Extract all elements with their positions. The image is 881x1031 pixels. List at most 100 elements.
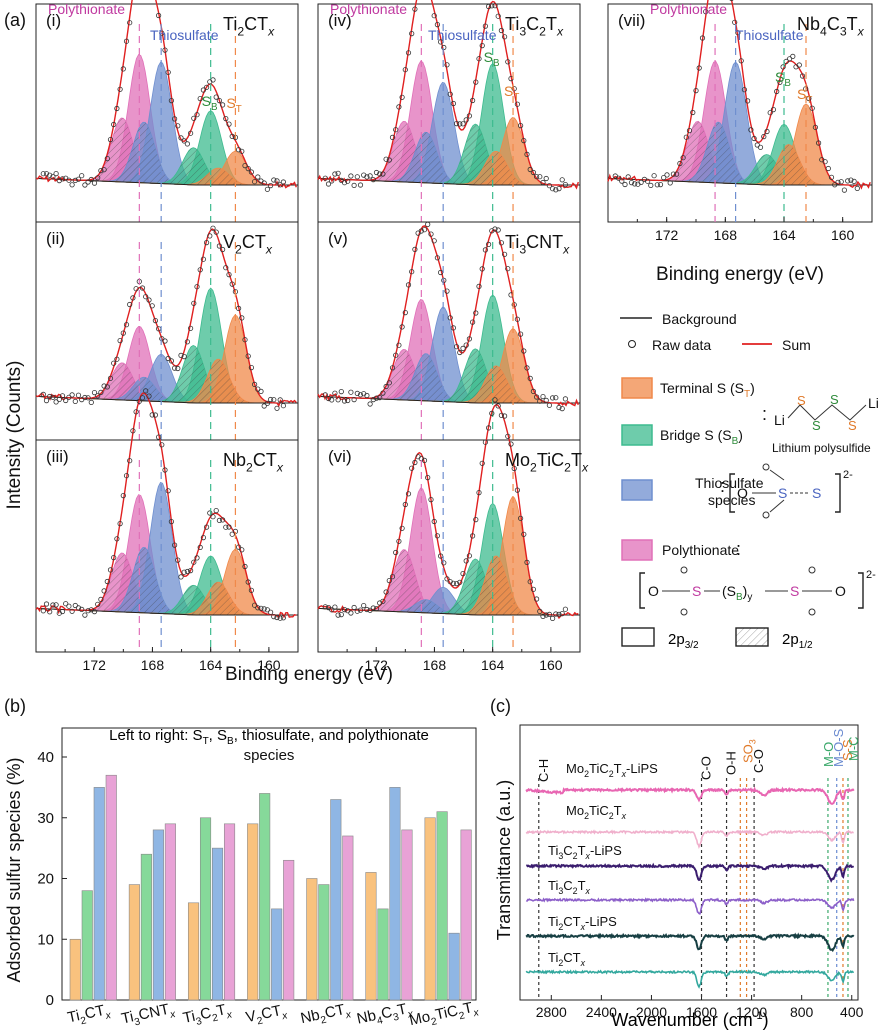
- xps-raw-point: [421, 227, 428, 233]
- xps-raw-point: [495, 227, 501, 233]
- poly-o-bottom: [680, 608, 688, 616]
- formula-subscript-x: x: [104, 1010, 113, 1022]
- xps-raw-point: [533, 596, 540, 602]
- xps-raw-point: [527, 579, 533, 585]
- xps-raw-point: [418, 228, 424, 234]
- xps-raw-point: [524, 151, 530, 157]
- xps-raw-point: [258, 605, 264, 611]
- xps-raw-point: [469, 97, 476, 104]
- xps-raw-point: [648, 182, 654, 188]
- legend-raw-label: Raw data: [652, 337, 711, 353]
- xps-raw-point: [239, 315, 245, 321]
- xps-raw-point: [380, 390, 386, 396]
- formula-subscript: 3: [519, 24, 526, 38]
- ftir-x-tick-label: 1200: [736, 1004, 767, 1020]
- xps-raw-point: [556, 611, 562, 618]
- lips-s-terminal: S: [797, 393, 806, 408]
- xps-raw-point: [622, 181, 628, 188]
- xps-raw-point: [123, 322, 130, 328]
- formula-element: CT: [563, 914, 580, 929]
- xps-raw-point: [450, 100, 456, 107]
- xps-raw-point: [364, 392, 370, 399]
- xps-subpanel-label: (iv): [328, 11, 352, 30]
- xps-raw-point: [444, 62, 450, 68]
- xps-raw-point: [453, 344, 460, 350]
- xps-raw-point: [341, 180, 348, 186]
- xps-raw-point: [533, 394, 540, 400]
- title-part: Left to right: S: [109, 727, 202, 744]
- xps-raw-point: [537, 608, 543, 615]
- xps-raw-point: [223, 524, 229, 530]
- xps-subpanel-label: (i): [46, 11, 61, 30]
- xps-raw-point: [774, 88, 780, 95]
- xps-raw-point: [120, 330, 126, 336]
- xps-raw-point: [75, 392, 82, 398]
- formula-element: Ti: [548, 914, 558, 929]
- xps-sum-line: [35, 0, 297, 189]
- formula-element: CT: [242, 232, 266, 252]
- xps-raw-point: [111, 121, 117, 128]
- xps-raw-point: [670, 171, 677, 177]
- xps-raw-point: [383, 156, 389, 162]
- xps-raw-point: [204, 524, 210, 530]
- xps-raw-point: [485, 241, 492, 247]
- xps-raw-point: [322, 392, 328, 398]
- legend-2p-sub: 1/2: [799, 640, 813, 651]
- bar-category-label: Ti3CNTx: [120, 1000, 178, 1031]
- xps-raw-point: [274, 405, 280, 411]
- poly-colon: :: [736, 539, 741, 559]
- xps-raw-point: [139, 395, 146, 401]
- formula-element: TiC: [537, 450, 564, 470]
- bar-y-tick-label: 30: [37, 810, 54, 827]
- xps-raw-point: [405, 491, 412, 497]
- xps-raw-point: [425, 474, 431, 481]
- lips-colon: :: [762, 404, 767, 424]
- formula-subscript-x: x: [585, 886, 591, 896]
- formula-subscript: 2: [458, 1010, 466, 1022]
- xps-raw-point: [517, 331, 524, 337]
- xps-raw-point: [210, 514, 216, 520]
- xps-panel-frame-vii: [607, 3, 873, 223]
- xps-raw-point: [162, 338, 168, 344]
- xps-raw-point: [348, 173, 354, 179]
- xps-raw-point: [114, 356, 120, 362]
- xps-raw-point: [482, 23, 488, 29]
- xps-raw-point: [848, 177, 854, 183]
- xps-raw-point: [210, 77, 216, 83]
- legend-text: Terminal S (S: [660, 380, 744, 396]
- bar-terminal-s-2: [187, 902, 200, 1001]
- formula-subscript-x: x: [621, 811, 627, 821]
- xps-raw-point: [248, 364, 254, 371]
- so3: SO: [740, 744, 755, 763]
- xps-raw-point: [248, 169, 254, 175]
- ftir-y-label: Transmittance (a.u.): [494, 780, 514, 940]
- xps-sum-line: [317, 403, 579, 620]
- xps-peak-thio-p32: [317, 306, 580, 404]
- xl-close: ): [763, 1010, 769, 1030]
- ftir-label-so3: SO3: [740, 739, 757, 763]
- xps-raw-point: [370, 177, 376, 183]
- xps-raw-point: [178, 574, 184, 580]
- xps-peak-hatch-st: [36, 168, 298, 185]
- xps-raw-point: [184, 141, 190, 147]
- xps-raw-point: [322, 604, 328, 610]
- formula-subscript: 3: [840, 24, 847, 38]
- xps-raw-point: [851, 178, 857, 184]
- bar-polythionate-0: [105, 774, 117, 1001]
- xps-raw-point: [521, 348, 527, 354]
- ftir-frame: [519, 724, 859, 1001]
- xps-peak-thio-p32: [35, 481, 298, 616]
- xps-raw-point: [277, 397, 283, 403]
- xps-raw-point: [101, 167, 107, 173]
- xps-raw-point: [553, 395, 559, 401]
- bar-thiosulfate-1: [152, 829, 164, 1001]
- xps-raw-point: [546, 183, 553, 189]
- xps-raw-point: [638, 179, 644, 185]
- xps-raw-point: [444, 288, 450, 294]
- xps-raw-point: [466, 336, 472, 342]
- title-sub: B: [227, 736, 234, 747]
- xps-raw-point: [172, 116, 178, 122]
- xps-raw-point: [127, 20, 133, 26]
- xps-panel-frame-vi: [317, 439, 581, 653]
- bar-bridge-s-6: [436, 811, 448, 1001]
